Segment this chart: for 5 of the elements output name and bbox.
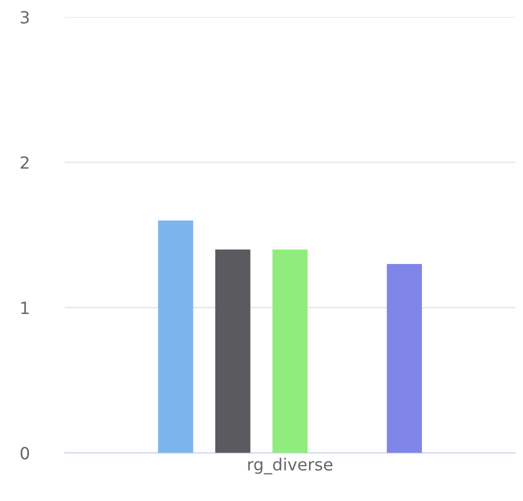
- x-tick-label: rg_diverse: [248, 458, 332, 474]
- y-tick-label: 1: [21, 302, 29, 314]
- y-tick-label: 3: [20, 10, 29, 24]
- y-tick-label: 2: [20, 156, 28, 169]
- y-tick-label: 0: [20, 446, 30, 460]
